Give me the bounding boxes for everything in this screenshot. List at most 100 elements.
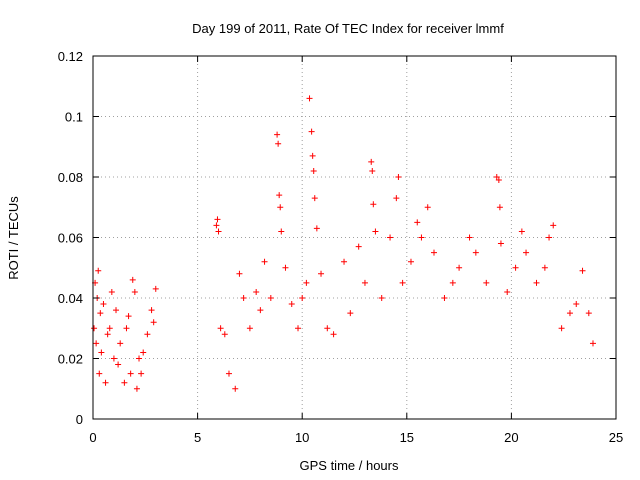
- data-point: [236, 270, 243, 277]
- data-point: [355, 243, 362, 250]
- data-point: [311, 195, 318, 202]
- data-point: [276, 192, 283, 199]
- data-point: [573, 301, 580, 308]
- data-point: [441, 295, 448, 301]
- data-point: [288, 301, 295, 308]
- axis-ticks: [92, 55, 617, 420]
- x-tick-label: 15: [400, 430, 414, 445]
- data-point: [253, 288, 260, 295]
- data-point: [523, 249, 530, 256]
- data-point: [277, 204, 284, 211]
- y-axis-label: ROTI / TECUs: [6, 196, 21, 280]
- data-point: [97, 310, 104, 317]
- data-point: [110, 355, 117, 362]
- data-point: [221, 331, 228, 338]
- data-point: [127, 370, 134, 377]
- x-tick-label: 10: [295, 430, 309, 445]
- y-tick-labels: 0 0.02 0.04 0.06 0.08 0.1 0.12: [58, 49, 83, 427]
- data-point: [370, 201, 377, 208]
- data-point: [566, 310, 573, 317]
- data-point: [282, 264, 289, 271]
- data-point: [496, 204, 503, 211]
- data-point: [257, 307, 264, 314]
- data-point: [387, 234, 394, 241]
- data-point: [407, 258, 414, 265]
- data-point: [214, 216, 221, 223]
- data-point: [330, 331, 337, 338]
- data-point: [430, 249, 437, 256]
- data-point: [504, 288, 511, 295]
- data-point: [414, 219, 421, 226]
- data-point: [144, 331, 151, 338]
- data-point: [275, 140, 282, 147]
- data-point: [324, 325, 331, 332]
- data-point: [497, 240, 504, 247]
- data-point: [148, 307, 155, 314]
- data-point: [313, 225, 320, 232]
- data-point: [424, 204, 431, 211]
- data-point: [368, 158, 375, 165]
- data-point: [108, 288, 115, 295]
- y-tick-label: 0.08: [58, 170, 83, 185]
- data-point: [306, 95, 313, 102]
- x-axis-label: GPS time / hours: [300, 458, 399, 473]
- data-point: [95, 267, 102, 274]
- x-tick-label: 20: [504, 430, 518, 445]
- data-point: [372, 228, 379, 235]
- data-point: [533, 279, 540, 286]
- data-point: [361, 279, 368, 286]
- data-point: [449, 279, 456, 286]
- y-tick-label: 0.12: [58, 49, 83, 64]
- data-point: [246, 325, 253, 332]
- data-point: [309, 152, 316, 159]
- data-point: [150, 319, 157, 326]
- data-point: [104, 331, 111, 338]
- data-point: [117, 340, 124, 347]
- data-point: [418, 234, 425, 241]
- data-point: [213, 222, 220, 229]
- x-tick-label: 0: [89, 430, 96, 445]
- data-point: [308, 128, 315, 135]
- data-point: [472, 249, 479, 256]
- data-point: [131, 288, 138, 295]
- data-point: [113, 307, 120, 314]
- data-point: [123, 325, 130, 332]
- data-point: [274, 131, 281, 138]
- data-point: [136, 355, 143, 362]
- data-point: [215, 228, 222, 235]
- x-tick-labels: 0 5 10 15 20 25: [89, 430, 623, 445]
- data-point: [512, 264, 519, 271]
- chart-title: Day 199 of 2011, Rate Of TEC Index for r…: [192, 21, 504, 36]
- y-tick-label: 0: [76, 412, 83, 427]
- data-point: [261, 258, 268, 265]
- data-point: [483, 279, 490, 286]
- data-point: [341, 258, 348, 265]
- data-points: [91, 95, 596, 392]
- data-point: [456, 264, 463, 271]
- data-point: [106, 325, 113, 332]
- data-point: [546, 234, 553, 241]
- data-point: [579, 267, 586, 274]
- data-point: [240, 295, 247, 301]
- data-point: [129, 276, 136, 283]
- data-point: [395, 174, 402, 180]
- data-point: [518, 228, 525, 235]
- data-point: [495, 177, 502, 184]
- x-tick-label: 25: [609, 430, 623, 445]
- data-point: [232, 385, 239, 392]
- data-point: [98, 349, 105, 356]
- x-tick-label: 5: [194, 430, 201, 445]
- data-point: [318, 270, 325, 277]
- data-point: [121, 379, 128, 386]
- y-tick-label: 0.02: [58, 352, 83, 367]
- data-point: [369, 167, 376, 174]
- y-tick-label: 0.1: [65, 110, 83, 125]
- data-point: [138, 370, 145, 377]
- data-point: [217, 325, 224, 332]
- data-point: [133, 385, 140, 392]
- data-point: [93, 340, 100, 347]
- y-tick-label: 0.04: [58, 291, 83, 306]
- y-tick-label: 0.06: [58, 231, 83, 246]
- data-point: [558, 325, 565, 332]
- data-point: [100, 301, 107, 308]
